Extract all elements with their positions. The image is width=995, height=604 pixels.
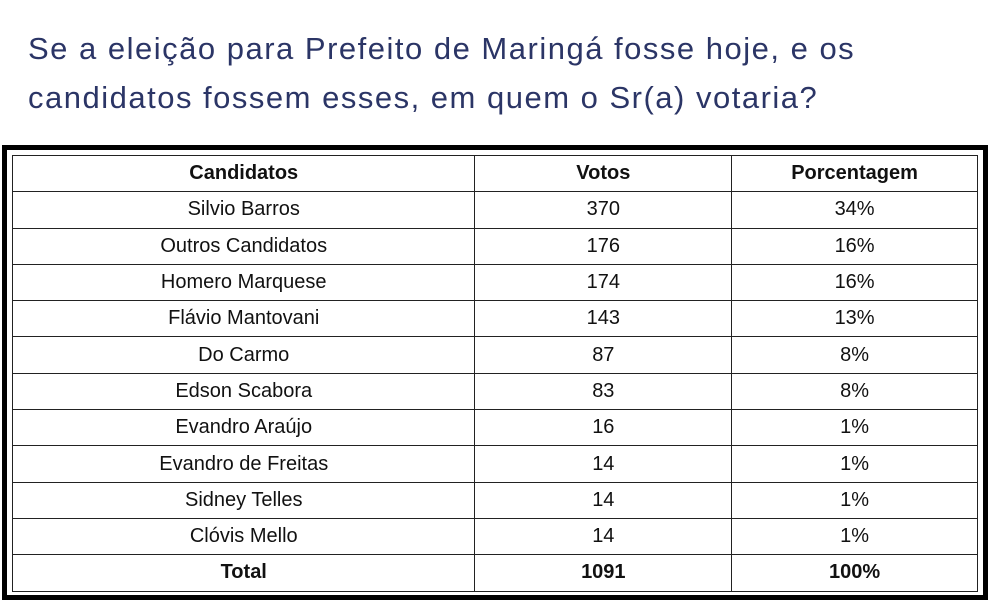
total-cell: 100% — [731, 554, 978, 592]
table-cell: 83 — [474, 372, 733, 411]
table-row: Homero Marquese 174 16% — [11, 263, 978, 302]
table-cell: 1% — [731, 409, 978, 447]
table-cell: 1% — [731, 445, 978, 483]
table-cell: 174 — [474, 263, 733, 302]
page-title: Se a eleição para Prefeito de Maringá fo… — [28, 31, 856, 115]
total-cell: Total — [11, 554, 476, 592]
table-cell: 1% — [731, 517, 978, 556]
table-cell: 143 — [474, 300, 733, 338]
total-row: Total 1091 100% — [11, 554, 978, 592]
table-cell: Do Carmo — [11, 336, 476, 374]
table-cell: 8% — [731, 372, 978, 411]
table-cell: Flávio Mantovani — [11, 300, 476, 338]
table-cell: 16% — [731, 227, 978, 265]
table-cell: 176 — [474, 227, 733, 265]
table-cell: 16% — [731, 263, 978, 302]
table-row: Evandro Araújo 16 1% — [11, 409, 978, 447]
table-cell: Homero Marquese — [11, 263, 476, 302]
table-cell: Outros Candidatos — [11, 227, 476, 265]
table-cell: Sidney Telles — [11, 481, 476, 519]
table-cell: 14 — [474, 517, 733, 556]
table-cell: 14 — [474, 481, 733, 519]
header-cell: Porcentagem — [731, 154, 978, 193]
table-cell: 370 — [474, 191, 733, 229]
table-cell: 34% — [731, 191, 978, 229]
table-row: Evandro de Freitas 14 1% — [11, 445, 978, 483]
table-row: Do Carmo 87 8% — [11, 336, 978, 374]
table-row: Clóvis Mello 14 1% — [11, 517, 978, 556]
table-cell: 16 — [474, 409, 733, 447]
header-cell: Votos — [474, 154, 733, 193]
table-row: Silvio Barros 370 34% — [11, 191, 978, 229]
table-cell: Evandro de Freitas — [11, 445, 476, 483]
table-cell: 1% — [731, 481, 978, 519]
table-row: Edson Scabora 83 8% — [11, 372, 978, 411]
table-cell: Edson Scabora — [11, 372, 476, 411]
table-cell: Silvio Barros — [11, 191, 476, 229]
table-row: Outros Candidatos 176 16% — [11, 227, 978, 265]
table-frame: Candidatos Votos Porcentagem Silvio Barros… — [2, 145, 988, 600]
header-row: Candidatos Votos Porcentagem — [11, 154, 978, 193]
table-row: Sidney Telles 14 1% — [11, 481, 978, 519]
header-cell: Candidatos — [11, 154, 476, 193]
table-row: Flávio Mantovani 143 13% — [11, 300, 978, 338]
total-cell: 1091 — [474, 554, 733, 592]
results-table: Candidatos Votos Porcentagem Silvio Barros… — [11, 154, 978, 592]
table-cell: Evandro Araújo — [11, 409, 476, 447]
table-cell: 14 — [474, 445, 733, 483]
table-cell: 8% — [731, 336, 978, 374]
table-cell: Clóvis Mello — [11, 517, 476, 556]
table-cell: 13% — [731, 300, 978, 338]
table-cell: 87 — [474, 336, 733, 374]
